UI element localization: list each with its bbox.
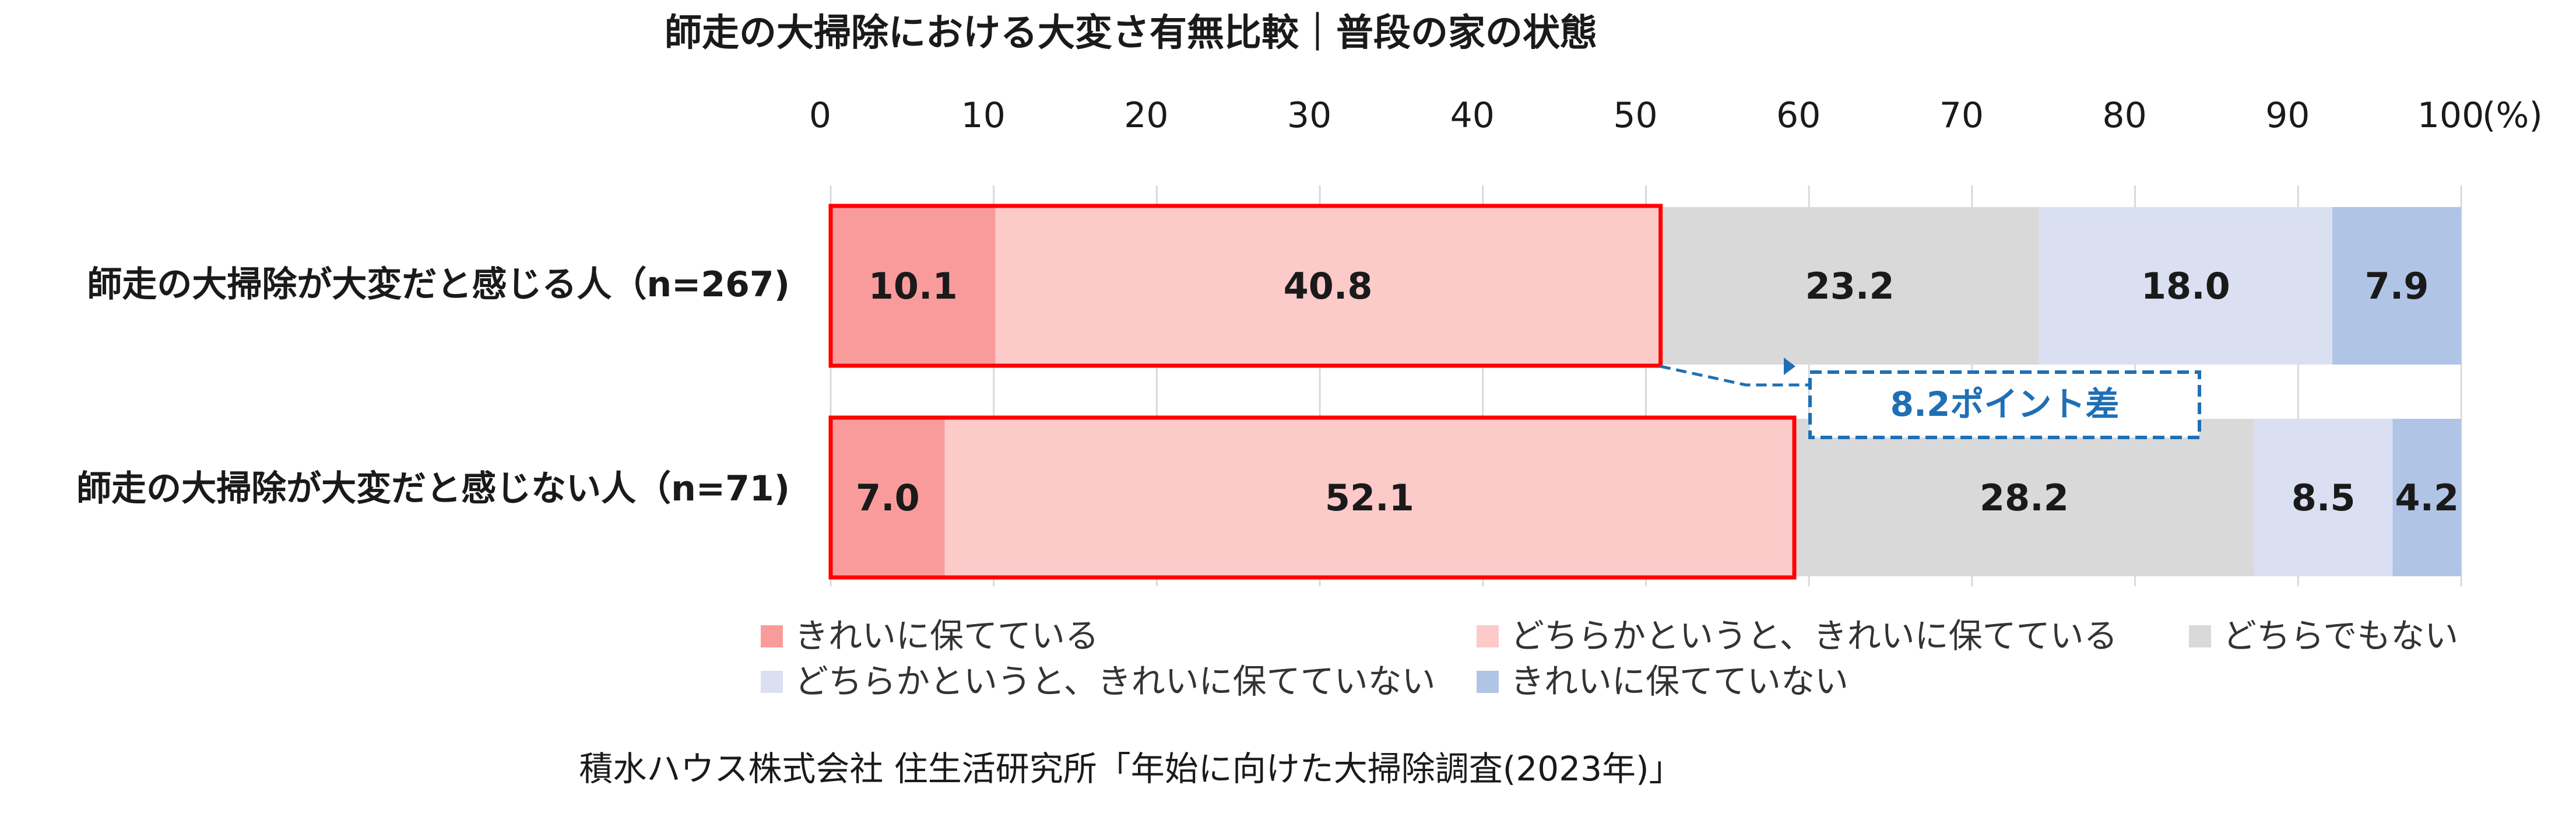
data-label-row0-series3: 18.0 — [2141, 265, 2230, 307]
x-tick-50: 50 — [1613, 95, 1657, 136]
bar-row1-series4 — [2392, 419, 2461, 576]
bar-row0-series3 — [2039, 207, 2333, 365]
bar-row0-series4 — [2332, 207, 2461, 365]
x-tick-80: 80 — [2102, 95, 2146, 136]
x-tick-40: 40 — [1450, 95, 1495, 136]
data-label-row0-series1: 40.8 — [1284, 265, 1373, 307]
x-tick-labels: 0 10 20 30 40 50 60 70 80 90 100 — [809, 95, 2484, 136]
legend-swatch-3 — [761, 671, 783, 693]
bar-row1-series1 — [944, 419, 1795, 576]
legend-label-1: どちらかというと、きれいに保てている — [1510, 616, 2118, 656]
x-tick-70: 70 — [1939, 95, 1984, 136]
legend-label-3: どちらかというと、きれいに保てていない — [795, 661, 1436, 701]
category-label-0: 師走の大掃除が大変だと感じる人（n=267) — [87, 264, 790, 305]
callout-box — [1808, 370, 2201, 439]
x-tick-30: 30 — [1287, 95, 1331, 136]
bar-row1-series2 — [1794, 419, 2254, 576]
source-note: 積水ハウス株式会社 住生活研究所「年始に向けた大掃除調査(2023年)」 — [579, 749, 1682, 789]
chart-title: 師走の大掃除における大変さ有無比較｜普段の家の状態 — [665, 12, 1597, 55]
x-tick-90: 90 — [2265, 95, 2310, 136]
bar-row0-series1 — [995, 207, 1661, 365]
bar-row0-series2 — [1660, 207, 2039, 365]
data-label-row1-series4: 4.2 — [2395, 477, 2459, 519]
bars: 10.1 40.8 23.2 18.0 7.9 7.0 52.1 28.2 8.5 4.2 — [831, 207, 2461, 576]
bar-row1-series3 — [2254, 419, 2393, 576]
highlight-boxes — [828, 204, 1797, 580]
callout-arrowhead — [1784, 358, 1795, 375]
data-label-row0-series4: 7.9 — [2365, 265, 2429, 307]
legend-label-0: きれいに保てている — [795, 616, 1099, 656]
legend-label-2: どちらでもない — [2223, 616, 2458, 656]
x-tick-60: 60 — [1776, 95, 1821, 136]
data-label-row1-series0: 7.0 — [856, 477, 920, 519]
x-tick-20: 20 — [1124, 95, 1168, 136]
x-tick-0: 0 — [809, 95, 831, 136]
highlight-box-row1 — [828, 415, 1797, 580]
legend: きれいに保てている どちらかというと、きれいに保てている どちらでもないどちらかとい… — [761, 616, 2458, 701]
x-tick-100: 100 — [2417, 95, 2484, 136]
bar-row0-series0 — [831, 207, 996, 365]
legend-swatch-2 — [2189, 625, 2211, 647]
bar-row1-series0 — [831, 419, 945, 576]
callout-text: 8.2ポイント差 — [1890, 384, 2120, 424]
unit-label: (%) — [2482, 95, 2543, 136]
x-tick-10: 10 — [961, 95, 1006, 136]
legend-swatch-1 — [1477, 625, 1499, 647]
data-label-row0-series0: 10.1 — [869, 265, 958, 307]
highlight-box-row0 — [828, 204, 1663, 368]
callout-arrow — [1660, 365, 1813, 387]
category-label-1: 師走の大掃除が大変だと感じない人（n=71) — [76, 468, 790, 509]
data-label-row1-series2: 28.2 — [1980, 477, 2069, 519]
data-label-row0-series2: 23.2 — [1805, 265, 1895, 307]
data-label-row1-series3: 8.5 — [2292, 477, 2356, 519]
legend-swatch-4 — [1477, 671, 1499, 693]
category-labels: 師走の大掃除が大変だと感じる人（n=267) 師走の大掃除が大変だと感じない人（n… — [76, 264, 790, 509]
legend-swatch-0 — [761, 625, 783, 647]
difference-callout: 8.2ポイント差 — [1660, 358, 2201, 439]
data-label-row1-series1: 52.1 — [1325, 477, 1414, 519]
legend-label-4: きれいに保てていない — [1510, 661, 1848, 701]
